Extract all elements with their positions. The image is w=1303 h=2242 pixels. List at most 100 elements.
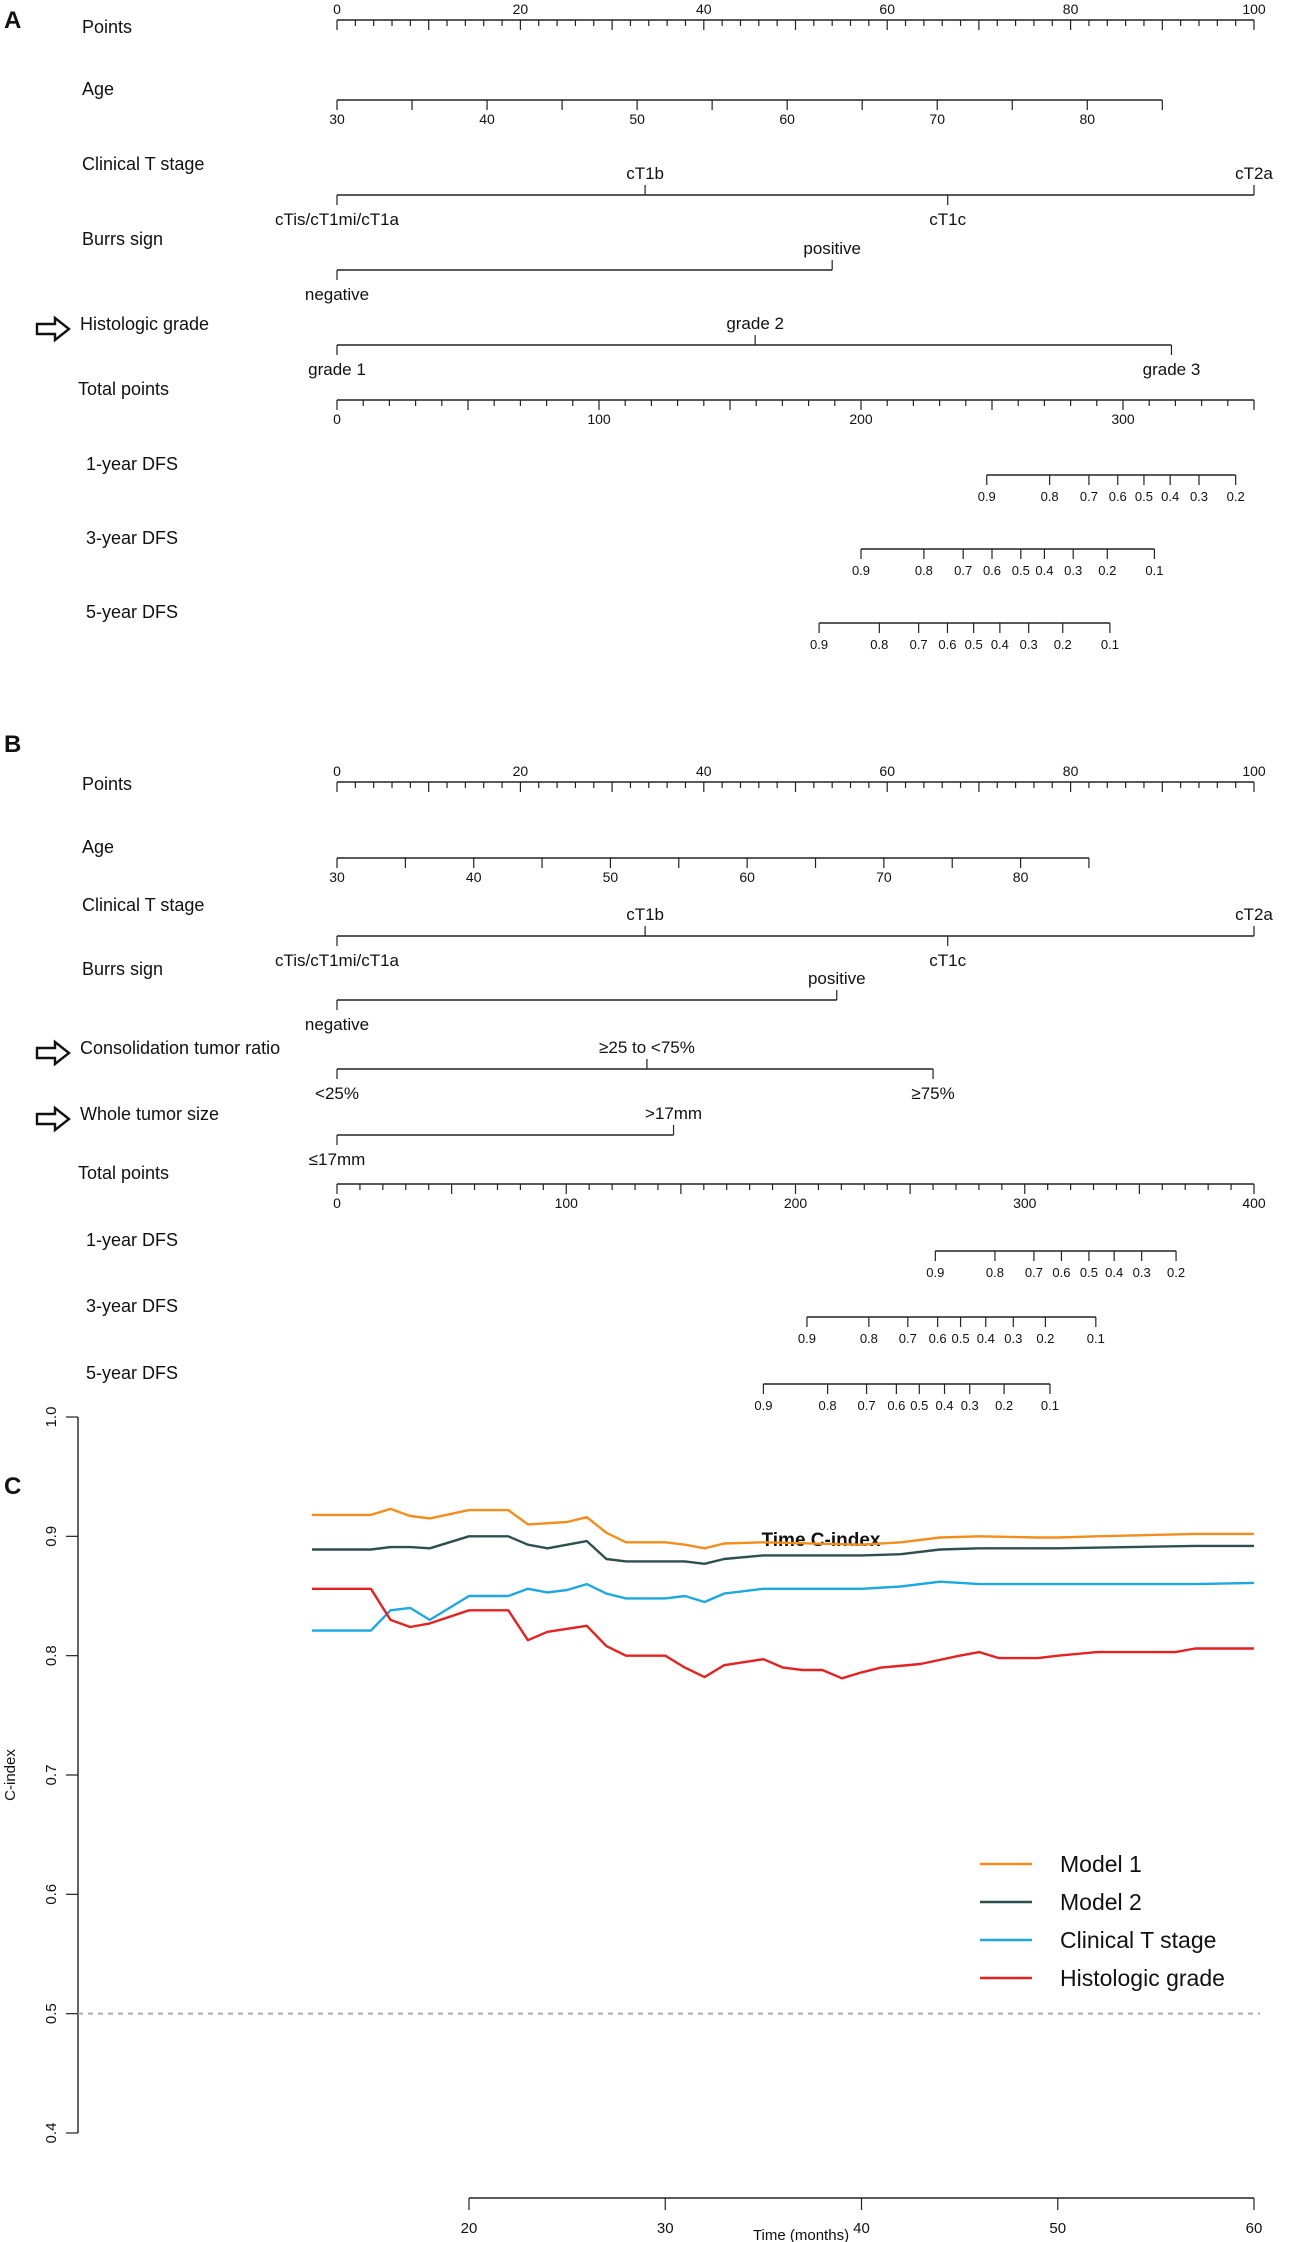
axis-whole-tumor-size: ≤17mm >17mm — [309, 1104, 702, 1169]
probability-label: 0.8 — [915, 563, 933, 578]
row-label-total-points: Total points — [78, 1163, 169, 1183]
y-tick-label: 0.8 — [43, 1645, 60, 1666]
row-label-burrs-sign: Burrs sign — [82, 959, 163, 979]
category-label: grade 1 — [308, 360, 366, 379]
probability-label: 0.6 — [1109, 489, 1127, 504]
tick-label: 60 — [779, 111, 795, 127]
category-label: ≥75% — [911, 1084, 954, 1103]
probability-label: 0.8 — [860, 1331, 878, 1346]
probability-label: 0.2 — [1054, 637, 1072, 652]
tick-label: 200 — [849, 411, 873, 427]
axis-3-year-dfs: 0.9 0.8 0.7 0.6 0.5 0.4 0.3 0.2 0.1 — [852, 548, 1163, 578]
axis-clinical-t-stage: cTis/cT1mi/cT1a cT1b cT1c cT2a — [275, 905, 1273, 970]
row-label-1-year-dfs: 1-year DFS — [86, 454, 178, 474]
probability-label: 0.9 — [852, 563, 870, 578]
tick-label: 70 — [929, 111, 945, 127]
probability-label: 0.6 — [929, 1331, 947, 1346]
nomogram-panel-a: A Points 0 20 40 60 80 100 Age 30 40 50 60 70 80 Clinic… — [4, 1, 1273, 652]
tick-label: 70 — [876, 869, 892, 885]
tick-label: 60 — [879, 763, 895, 779]
tick-label: 0 — [333, 411, 341, 427]
x-axis-label: Time (months) — [753, 2227, 849, 2242]
x-tick-label: 50 — [1049, 2220, 1066, 2237]
series-line-histologic-grade — [312, 1587, 1254, 1680]
probability-label: 0.7 — [1080, 489, 1098, 504]
legend-label-histologic-grade: Histologic grade — [1060, 1965, 1225, 1991]
probability-label: 0.2 — [1036, 1331, 1054, 1346]
axis-burrs-sign: negative positive — [305, 239, 861, 304]
probability-label: 0.3 — [1133, 1265, 1151, 1280]
panel-letter: C — [4, 1473, 21, 1500]
probability-label: 0.2 — [1098, 563, 1116, 578]
row-label-whole-tumor-size: Whole tumor size — [80, 1104, 219, 1124]
tick-label: 0 — [333, 1195, 341, 1211]
tick-label: 80 — [1063, 763, 1079, 779]
panel-letter: A — [4, 7, 21, 34]
tick-label: 40 — [696, 763, 712, 779]
category-label: cT2a — [1235, 164, 1273, 183]
probability-label: 0.3 — [1064, 563, 1082, 578]
y-tick-label: 0.6 — [43, 1884, 60, 1905]
tick-label: 100 — [1242, 1, 1266, 17]
tick-label: 300 — [1013, 1195, 1037, 1211]
tick-label: 50 — [603, 869, 619, 885]
category-label: cT2a — [1235, 905, 1273, 924]
time-c-index-panel: C Time C-index 0.4 0.5 0.6 0.7 0.8 0.9 1.0 C-inde… — [2, 1407, 1262, 2242]
axis-5-year-dfs: 0.9 0.8 0.7 0.6 0.5 0.4 0.3 0.2 0.1 — [754, 1383, 1059, 1413]
axis-consolidation-tumor-ratio: <25% ≥25 to <75% ≥75% — [315, 1038, 955, 1103]
probability-label: 0.6 — [1052, 1265, 1070, 1280]
category-label: negative — [305, 1015, 369, 1034]
probability-label: 0.1 — [1041, 1398, 1059, 1413]
tick-label: 0 — [333, 763, 341, 779]
probability-label: 0.5 — [1012, 563, 1030, 578]
axis-1-year-dfs: 0.9 0.8 0.7 0.6 0.5 0.4 0.3 0.2 — [978, 474, 1245, 504]
probability-label: 0.6 — [938, 637, 956, 652]
probability-label: 0.7 — [899, 1331, 917, 1346]
arrow-icon — [35, 1039, 71, 1067]
y-tick-label: 0.9 — [43, 1526, 60, 1547]
tick-label: 50 — [629, 111, 645, 127]
tick-label: 80 — [1013, 869, 1029, 885]
category-label: cT1b — [626, 164, 664, 183]
row-label-3-year-dfs: 3-year DFS — [86, 528, 178, 548]
row-label-consolidation-tumor-ratio: Consolidation tumor ratio — [80, 1038, 280, 1058]
tick-label: 100 — [555, 1195, 579, 1211]
probability-label: 0.1 — [1101, 637, 1119, 652]
probability-label: 0.7 — [1025, 1265, 1043, 1280]
probability-label: 0.5 — [910, 1398, 928, 1413]
category-label: ≤17mm — [309, 1150, 366, 1169]
category-label: grade 2 — [726, 314, 784, 333]
probability-label: 0.8 — [819, 1398, 837, 1413]
series-line-clinical-t-stage — [312, 1580, 1255, 1632]
tick-label: 0 — [333, 1, 341, 17]
probability-label: 0.3 — [1004, 1331, 1022, 1346]
tick-label: 60 — [879, 1, 895, 17]
probability-label: 0.9 — [926, 1265, 944, 1280]
series-line-model-1 — [312, 1507, 1254, 1550]
x-tick-label: 30 — [657, 2220, 674, 2237]
y-tick-label: 0.7 — [43, 1765, 60, 1786]
row-label-burrs-sign: Burrs sign — [82, 229, 163, 249]
row-label-age: Age — [82, 79, 114, 99]
series-line-model-2 — [312, 1535, 1254, 1566]
probability-label: 0.9 — [754, 1398, 772, 1413]
probability-label: 0.4 — [977, 1331, 995, 1346]
row-label-1-year-dfs: 1-year DFS — [86, 1230, 178, 1250]
probability-label: 0.3 — [961, 1398, 979, 1413]
category-label: cT1c — [929, 210, 966, 229]
axis-age: 30 40 50 60 70 80 — [329, 857, 1090, 885]
axis-5-year-dfs: 0.9 0.8 0.7 0.6 0.5 0.4 0.3 0.2 0.1 — [810, 622, 1119, 652]
x-axis: 20 30 40 50 60 Time (months) — [461, 2197, 1263, 2242]
probability-label: 0.5 — [1080, 1265, 1098, 1280]
legend-label-model-2: Model 2 — [1060, 1889, 1142, 1915]
legend-label-clinical-t-stage: Clinical T stage — [1060, 1927, 1216, 1953]
x-tick-label: 60 — [1246, 2220, 1263, 2237]
arrow-icon — [35, 1105, 71, 1133]
category-label: >17mm — [645, 1104, 702, 1123]
tick-label: 40 — [479, 111, 495, 127]
tick-label: 20 — [513, 763, 529, 779]
axis-burrs-sign: negative positive — [305, 969, 866, 1034]
probability-label: 0.4 — [935, 1398, 953, 1413]
axis-total-points: 0 100 200 300 400 — [333, 1183, 1266, 1211]
category-label: ≥25 to <75% — [599, 1038, 695, 1057]
